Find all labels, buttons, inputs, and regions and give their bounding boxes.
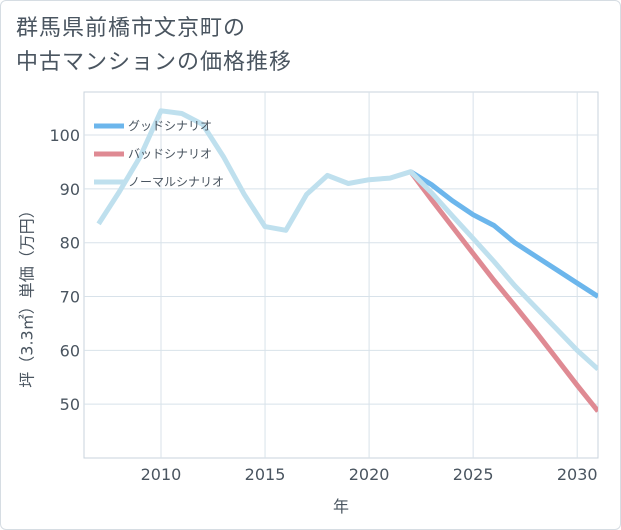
legend-label: ノーマルシナリオ (128, 175, 224, 189)
x-tick-label: 2010 (141, 465, 182, 484)
y-tick-label: 70 (60, 288, 80, 307)
grid (83, 91, 599, 459)
x-axis-label: 年 (333, 497, 349, 516)
chart-title-line1: 群馬県前橋市文京町の (16, 16, 247, 41)
series-line-2 (96, 108, 598, 372)
chart-title-line2: 中古マンションの価格推移 (16, 50, 293, 75)
series-line-0 (409, 169, 598, 299)
chart-title: 群馬県前橋市文京町の 中古マンションの価格推移 (16, 12, 292, 80)
x-tick-label: 2030 (557, 465, 598, 484)
legend-label: バッドシナリオ (128, 147, 212, 161)
y-axis-label: 坪（3.3㎡）単価（万円） (18, 202, 37, 387)
x-tick-label: 2025 (453, 465, 494, 484)
x-tick-label: 2020 (349, 465, 390, 484)
tick-labels: 2010 2015 2020 2025 2030 50 60 70 80 90 100 (49, 126, 597, 484)
series-lines (96, 108, 598, 413)
legend-label: グッドシナリオ (128, 119, 212, 133)
y-tick-label: 60 (60, 341, 80, 360)
y-tick-label: 100 (49, 126, 80, 145)
y-tick-label: 50 (60, 395, 80, 414)
y-tick-label: 90 (60, 180, 80, 199)
series-line-1 (408, 170, 598, 413)
plot-area (83, 91, 599, 459)
y-tick-label: 80 (60, 234, 80, 253)
x-tick-label: 2015 (245, 465, 286, 484)
